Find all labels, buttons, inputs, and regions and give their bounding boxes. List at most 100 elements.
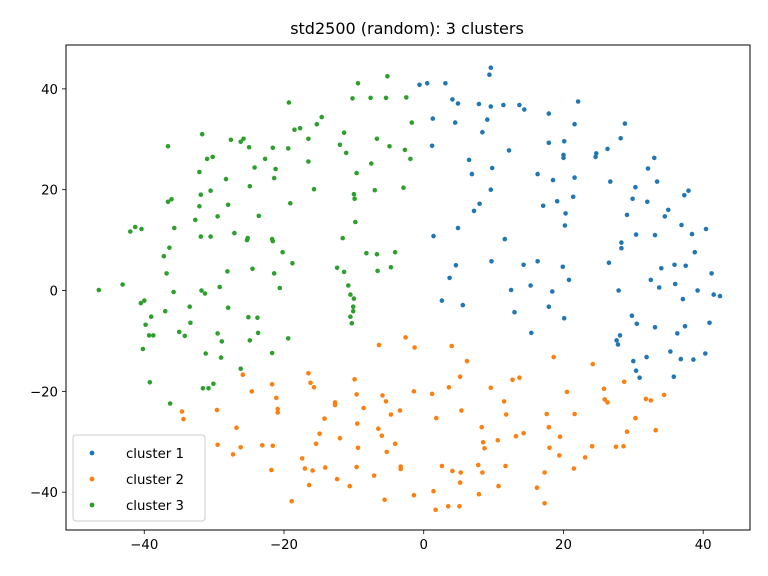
data-point <box>631 358 636 364</box>
data-point <box>348 314 353 320</box>
data-point <box>662 214 668 219</box>
data-point <box>351 191 357 197</box>
data-point <box>528 283 533 288</box>
data-point <box>606 260 612 266</box>
data-point <box>645 166 651 171</box>
data-point <box>199 131 205 137</box>
data-point <box>703 226 709 232</box>
data-point <box>269 467 274 473</box>
data-point <box>383 95 389 101</box>
data-point <box>488 104 494 109</box>
data-point <box>417 82 422 88</box>
data-point <box>529 330 534 336</box>
data-point <box>230 452 236 457</box>
data-point <box>495 438 501 443</box>
data-point <box>501 399 507 404</box>
data-point <box>544 411 549 417</box>
data-point <box>652 325 658 330</box>
data-point <box>238 366 243 372</box>
data-point <box>534 485 540 491</box>
data-point <box>161 253 167 259</box>
data-point <box>215 214 220 219</box>
data-point <box>561 152 566 158</box>
data-point <box>622 121 628 126</box>
legend-marker-cluster-3 <box>89 502 95 508</box>
data-point <box>521 262 526 268</box>
data-point <box>167 401 173 406</box>
data-point <box>210 154 215 160</box>
data-point <box>350 308 356 314</box>
data-point <box>179 409 185 414</box>
data-point <box>374 251 380 257</box>
data-point <box>445 504 451 509</box>
data-point <box>634 321 640 327</box>
data-point <box>571 466 577 471</box>
data-point <box>270 443 276 449</box>
data-point <box>503 412 509 417</box>
data-point <box>368 95 373 101</box>
data-point <box>671 374 677 380</box>
data-point <box>614 338 619 343</box>
data-point <box>302 466 308 471</box>
data-point <box>392 249 398 255</box>
data-point <box>348 292 353 297</box>
data-point <box>382 497 387 503</box>
x-tick-label: −40 <box>130 538 158 553</box>
data-point <box>228 137 234 143</box>
data-point <box>717 293 723 299</box>
chart-title: std2500 (random): 3 clusters <box>290 19 524 38</box>
plot-points <box>96 65 723 513</box>
data-point <box>273 166 278 172</box>
data-point <box>225 269 230 274</box>
data-point <box>554 199 560 204</box>
data-point <box>517 375 522 381</box>
data-point <box>361 405 366 411</box>
y-tick-label: −40 <box>30 486 58 501</box>
data-point <box>354 392 359 397</box>
legend-item-cluster-2: cluster 2 <box>89 473 184 488</box>
data-point <box>247 338 253 343</box>
data-point <box>656 285 662 290</box>
data-point <box>621 379 627 385</box>
data-point <box>193 217 198 223</box>
series-cluster-3 <box>96 74 415 406</box>
data-point <box>311 385 317 390</box>
data-point <box>332 402 338 408</box>
data-point <box>341 130 347 135</box>
data-point <box>162 308 168 314</box>
data-point <box>225 202 231 208</box>
data-point <box>439 463 445 469</box>
data-point <box>550 289 555 294</box>
data-point <box>469 171 475 177</box>
data-point <box>633 184 638 190</box>
data-point <box>550 177 556 183</box>
data-point <box>408 156 413 162</box>
data-point <box>297 125 303 131</box>
x-tick-label: −20 <box>270 538 298 553</box>
data-point <box>615 342 621 347</box>
data-point <box>535 171 540 177</box>
data-point <box>176 329 182 335</box>
data-point <box>274 395 279 401</box>
data-point <box>341 269 347 275</box>
data-point <box>464 358 470 364</box>
data-point <box>593 154 598 160</box>
data-point <box>238 445 243 450</box>
data-point <box>466 157 472 163</box>
data-point <box>668 349 673 354</box>
data-point <box>643 396 649 402</box>
data-point <box>689 231 695 237</box>
data-point <box>502 236 508 242</box>
data-point <box>582 455 588 460</box>
data-point <box>310 468 315 473</box>
data-point <box>165 144 171 149</box>
data-point <box>385 74 390 79</box>
data-point <box>501 102 506 108</box>
data-point <box>225 305 231 311</box>
data-point <box>424 81 430 86</box>
data-point <box>570 194 576 200</box>
data-point <box>398 466 404 472</box>
data-point <box>412 345 417 350</box>
data-point <box>521 430 526 436</box>
